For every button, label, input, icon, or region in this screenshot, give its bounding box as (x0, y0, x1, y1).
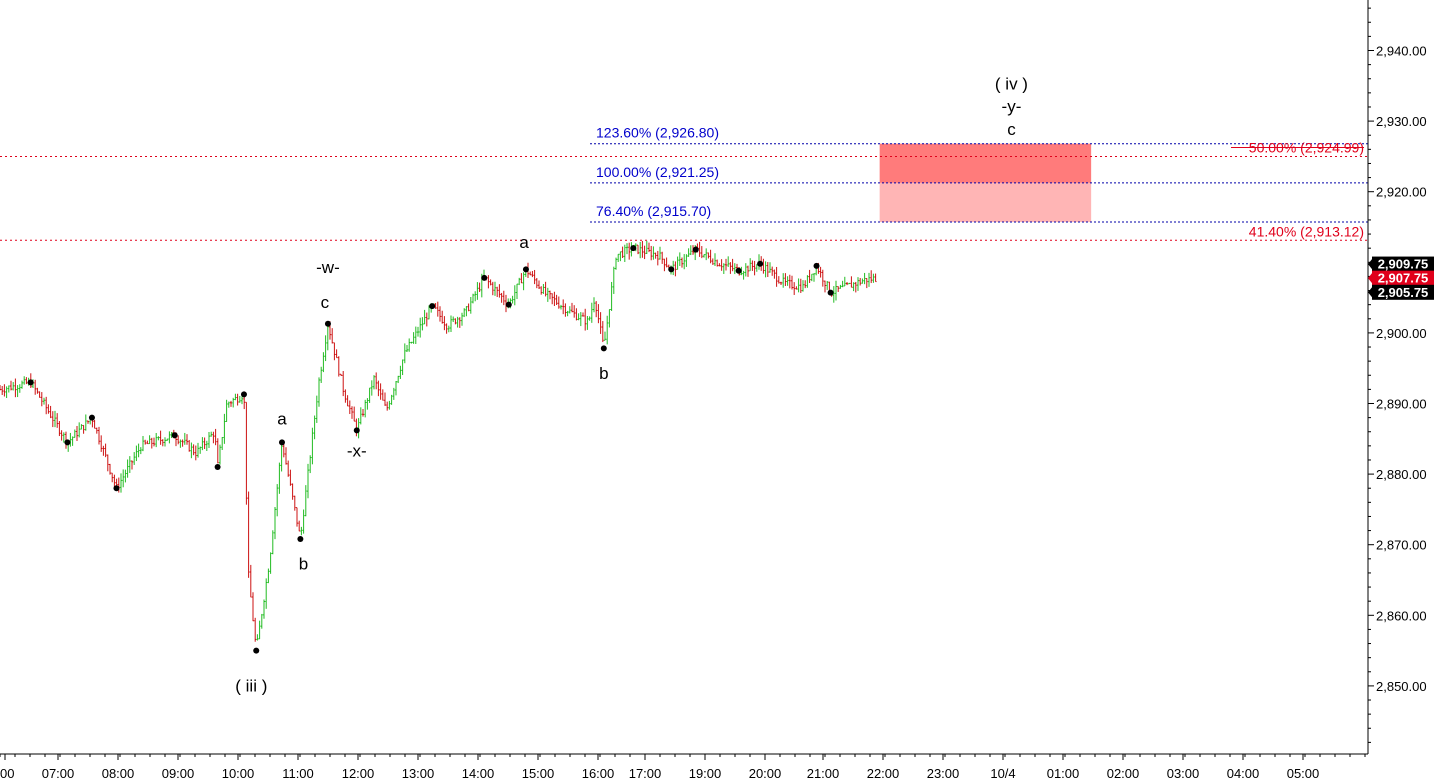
wave-label: ( iv ) (995, 74, 1028, 93)
fibonacci-levels: 123.60% (2,926.80) 100.00% (2,921.25) 76.4… (0, 125, 1368, 241)
y-tick-label: 2,890.00 (1376, 397, 1427, 412)
x-tick-label: 05:00 (1287, 766, 1320, 781)
x-tick-label: 16:00 (582, 766, 615, 781)
pivot-dot (429, 303, 436, 310)
x-tick-label: 14:00 (462, 766, 495, 781)
price-tag-box (1372, 256, 1434, 272)
pivot-dot (757, 260, 764, 267)
pivot-dot (64, 439, 71, 446)
y-tick-label: 2,920.00 (1376, 185, 1427, 200)
wave-label: a (519, 233, 529, 252)
pivot-dot (600, 345, 607, 352)
wave-label: b (299, 554, 308, 573)
pivot-dot (278, 439, 285, 446)
fib-label-blue: 123.60% (2,926.80) (596, 125, 719, 141)
price-tag-arrow (1368, 287, 1372, 298)
pivot-dot (214, 464, 221, 471)
x-tick-label: 23:00 (927, 766, 960, 781)
x-tick-label: 09:00 (162, 766, 195, 781)
x-tick-label: 19:00 (689, 766, 722, 781)
x-tick-label: 11:00 (282, 766, 314, 781)
pivot-dot (240, 391, 247, 398)
pivot-dot (522, 266, 529, 273)
x-tick-label: 10/4 (990, 766, 1015, 781)
wave-label: c (321, 293, 330, 312)
price-tag-label: 2,907.75 (1378, 271, 1429, 286)
x-tick-label: 02:00 (1107, 766, 1140, 781)
x-axis: 00 07:00 08:00 09:00 10:00 11:00 12:00 13:00 14:… (0, 753, 1368, 781)
y-tick-label: 2,850.00 (1376, 679, 1427, 694)
target-zone-upper (879, 143, 1092, 183)
pivot-dot (27, 379, 34, 386)
y-tick-label: 2,940.00 (1376, 44, 1427, 59)
x-tick-label: 13:00 (402, 766, 435, 781)
pivot-dot (253, 647, 260, 654)
wave-labels: ( iii ) a b -w-c -x-a b ( iv ) -y-c (235, 74, 1028, 695)
x-tick-label: 03:00 (1167, 766, 1200, 781)
pivot-dot (88, 414, 95, 421)
x-tick-label: 21:00 (807, 766, 840, 781)
price-bars (0, 240, 877, 642)
x-tick-label: 15:00 (522, 766, 555, 781)
pivot-dot (735, 267, 742, 274)
pivot-dot (668, 266, 675, 273)
x-tick-label: 04:00 (1227, 766, 1260, 781)
wave-label: c (1007, 120, 1016, 139)
y-tick-label: 2,880.00 (1376, 467, 1427, 482)
wave-label: -w- (316, 258, 340, 277)
x-tick-label: 20:00 (749, 766, 782, 781)
y-tick-label: 2,930.00 (1376, 114, 1427, 129)
price-tag-box (1372, 270, 1434, 286)
pivot-dot (171, 432, 178, 439)
x-tick-label: 22:00 (867, 766, 900, 781)
price-tag-label: 2,909.75 (1378, 257, 1429, 272)
pivot-dot (630, 245, 637, 252)
x-tick-label: 10:00 (222, 766, 255, 781)
x-tick-label: 01:00 (1047, 766, 1080, 781)
x-tick-label: 17:00 (629, 766, 662, 781)
x-tick-label: 07:00 (42, 766, 75, 781)
pivot-dot (353, 427, 360, 434)
pivot-dot (113, 485, 120, 492)
fib-label-red: 41.40% (2,913.12) (1249, 223, 1364, 239)
wave-label: -y- (1002, 97, 1022, 116)
y-axis: 2,850.00 2,860.00 2,870.00 2,880.00 2,890.00… (1367, 0, 1427, 754)
pivot-dot (297, 536, 304, 543)
pivot-dot (505, 301, 512, 308)
wave-label: b (599, 364, 608, 383)
target-zone-lower (879, 182, 1092, 223)
price-tags: 2,909.752,907.752,905.75 (1368, 256, 1434, 300)
pivot-dot (481, 274, 488, 281)
x-tick-label: 08:00 (102, 766, 135, 781)
pivot-dot (813, 262, 820, 269)
pivot-dot (692, 246, 699, 253)
wave-label: ( iii ) (235, 677, 267, 696)
fib-label-blue: 100.00% (2,921.25) (596, 164, 719, 180)
pivot-dot (324, 320, 331, 327)
target-zone (879, 143, 1092, 223)
price-tag-box (1372, 284, 1434, 300)
wave-label: a (277, 410, 287, 429)
wave-label: -x- (347, 441, 367, 460)
price-tag-arrow (1368, 259, 1372, 270)
pivot-dot (827, 289, 834, 296)
price-tag-label: 2,905.75 (1378, 285, 1429, 300)
fib-label-blue: 76.40% (2,915.70) (596, 203, 711, 219)
y-tick-label: 2,900.00 (1376, 326, 1427, 341)
y-tick-label: 2,870.00 (1376, 538, 1427, 553)
price-tag-arrow (1368, 273, 1372, 284)
pivot-points (27, 245, 834, 654)
y-tick-label: 2,860.00 (1376, 608, 1427, 623)
x-tick-label: 00 (0, 766, 14, 781)
x-tick-label: 12:00 (342, 766, 375, 781)
